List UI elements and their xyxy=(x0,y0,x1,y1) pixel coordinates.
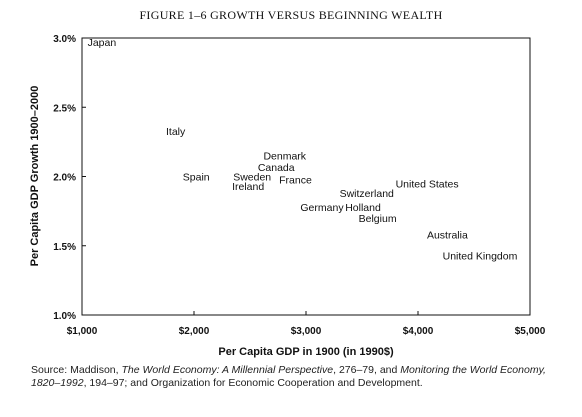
figure-title: FIGURE 1–6 GROWTH VERSUS BEGINNING WEALT… xyxy=(139,8,443,22)
source-suffix: , 194–97; and Organization for Economic … xyxy=(83,377,423,389)
point-label: Canada xyxy=(258,162,295,174)
source-prefix: Source: Maddison, xyxy=(31,364,122,376)
source-book-1: The World Economy: A Millennial Perspect… xyxy=(121,364,334,376)
y-tick-label: 1.5% xyxy=(53,242,76,253)
y-tick-label: 1.0% xyxy=(53,311,76,322)
x-tick-label: $4,000 xyxy=(403,326,434,337)
x-axis-label: Per Capita GDP in 1900 (in 1990$) xyxy=(218,346,394,358)
y-tick-label: 3.0% xyxy=(53,34,76,45)
point-label: Japan xyxy=(88,37,117,49)
point-label: Italy xyxy=(166,126,186,138)
point-label: Holland xyxy=(345,202,381,214)
point-label: United Kingdom xyxy=(443,250,518,262)
point-label: Australia xyxy=(427,230,468,242)
point-label: United States xyxy=(396,178,459,190)
point-label: Switzerland xyxy=(340,188,394,200)
point-label: Belgium xyxy=(359,213,397,225)
y-tick-label: 2.5% xyxy=(53,103,76,114)
x-tick-label: $1,000 xyxy=(67,326,98,337)
x-tick-label: $3,000 xyxy=(291,326,322,337)
source-book-2: Monitoring the World Economy, 1820–1992 xyxy=(31,364,546,389)
source-middle: , 276–79, and xyxy=(333,364,401,376)
point-label: France xyxy=(279,174,312,186)
point-label: Germany xyxy=(300,202,344,214)
source-note: Source: Maddison, The World Economy: A M… xyxy=(31,364,561,390)
point-label: Ireland xyxy=(232,181,264,193)
point-label: Denmark xyxy=(263,151,306,163)
point-label: Sweden xyxy=(233,172,271,184)
x-tick-label: $5,000 xyxy=(515,326,546,337)
scatter-chart: $1,000 $2,000 $3,000 $4,000 $5,000 1.0% 1.5% 2… xyxy=(29,34,546,358)
x-axis-ticks: $1,000 $2,000 $3,000 $4,000 $5,000 xyxy=(67,311,546,337)
x-tick-label: $2,000 xyxy=(179,326,210,337)
y-axis-ticks: 1.0% 1.5% 2.0% 2.5% 3.0% xyxy=(53,34,86,322)
point-label: Spain xyxy=(183,172,210,184)
y-tick-label: 2.0% xyxy=(53,173,76,184)
y-axis-label: Per Capita GDP Growth 1900–2000 xyxy=(29,86,41,267)
